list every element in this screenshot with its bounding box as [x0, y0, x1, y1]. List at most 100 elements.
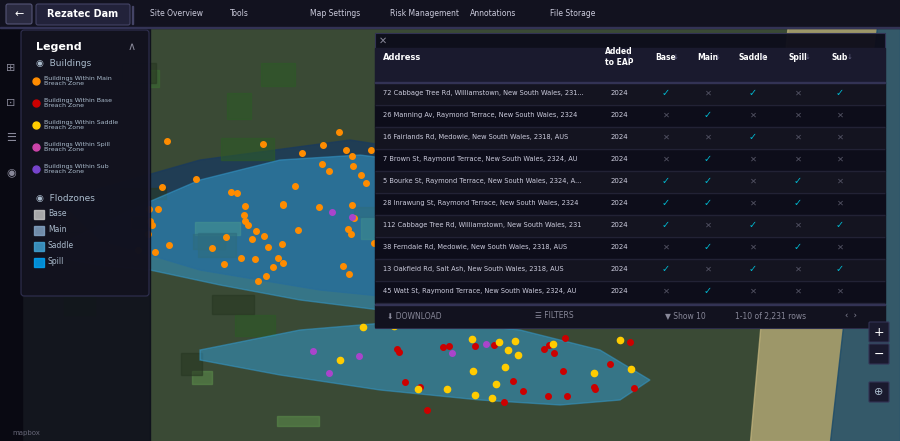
Bar — [375, 105, 885, 127]
Text: ✕: ✕ — [750, 287, 757, 295]
Text: ✕: ✕ — [705, 132, 712, 142]
Text: ✕: ✕ — [750, 176, 757, 186]
Text: Buildings Within Sub
Breach Zone: Buildings Within Sub Breach Zone — [44, 164, 109, 174]
Text: Tools: Tools — [230, 10, 249, 19]
Text: ✓: ✓ — [749, 264, 757, 274]
Text: ✓: ✓ — [662, 220, 670, 230]
Text: 2024: 2024 — [610, 288, 628, 294]
Text: ↓: ↓ — [626, 54, 632, 60]
Text: ✕: ✕ — [705, 265, 712, 273]
Text: Main: Main — [698, 52, 718, 61]
Bar — [375, 305, 885, 327]
FancyBboxPatch shape — [869, 382, 889, 402]
Text: ✕: ✕ — [379, 36, 387, 46]
Text: ▼ Show 10: ▼ Show 10 — [665, 311, 706, 321]
Bar — [261, 63, 295, 86]
Bar — [375, 237, 885, 259]
Bar — [0, 28, 22, 441]
Text: 2024: 2024 — [610, 156, 628, 162]
Text: ✕: ✕ — [795, 132, 802, 142]
FancyBboxPatch shape — [869, 344, 889, 364]
Bar — [375, 258, 885, 259]
Text: ⊕: ⊕ — [874, 387, 884, 397]
Text: Sub: Sub — [832, 52, 848, 61]
Polygon shape — [750, 0, 900, 441]
Bar — [127, 70, 159, 87]
Bar — [0, 0, 900, 28]
Text: 1-10 of 2,231 rows: 1-10 of 2,231 rows — [735, 311, 806, 321]
Bar — [361, 218, 415, 239]
Bar — [0, 28, 150, 441]
Bar — [193, 234, 225, 249]
Bar — [132, 6, 133, 24]
Text: Buildings Within Main
Breach Zone: Buildings Within Main Breach Zone — [44, 75, 112, 86]
Bar — [375, 281, 885, 303]
Bar — [195, 222, 240, 235]
Bar — [375, 83, 885, 105]
Bar — [375, 214, 885, 215]
Bar — [354, 207, 398, 217]
Text: 16 Fairlands Rd, Medowie, New South Wales, 2318, AUS: 16 Fairlands Rd, Medowie, New South Wale… — [383, 134, 568, 140]
Text: ✓: ✓ — [836, 88, 844, 98]
Text: ↓: ↓ — [760, 54, 766, 60]
Text: Annotations: Annotations — [470, 10, 517, 19]
Bar — [375, 259, 885, 281]
Bar — [212, 295, 254, 314]
Text: ✕: ✕ — [750, 198, 757, 208]
Text: ✕: ✕ — [750, 243, 757, 251]
Text: ✓: ✓ — [704, 110, 712, 120]
Text: 2024: 2024 — [610, 134, 628, 140]
Text: Rezatec Dam: Rezatec Dam — [48, 9, 119, 19]
Text: Legend: Legend — [36, 42, 82, 52]
Bar — [62, 240, 109, 251]
Polygon shape — [200, 320, 650, 405]
Text: Saddle: Saddle — [48, 242, 74, 250]
Text: 112 Cabbage Tree Rd, Williamstown, New South Wales, 231: 112 Cabbage Tree Rd, Williamstown, New S… — [383, 222, 581, 228]
Text: ✓: ✓ — [704, 242, 712, 252]
Text: ✕: ✕ — [662, 287, 670, 295]
Bar — [227, 93, 251, 119]
Text: 2024: 2024 — [610, 112, 628, 118]
Text: ✓: ✓ — [662, 198, 670, 208]
Text: ✓: ✓ — [749, 88, 757, 98]
Text: ✓: ✓ — [662, 88, 670, 98]
FancyBboxPatch shape — [6, 4, 32, 24]
Text: ✓: ✓ — [794, 242, 802, 252]
Text: Buildings Within Saddle
Breach Zone: Buildings Within Saddle Breach Zone — [44, 120, 118, 131]
FancyBboxPatch shape — [36, 4, 130, 25]
Text: 26 Manning Av, Raymond Terrace, New South Wales, 2324: 26 Manning Av, Raymond Terrace, New Sout… — [383, 112, 578, 118]
Text: ☰: ☰ — [6, 133, 16, 143]
Text: Buildings Within Base
Breach Zone: Buildings Within Base Breach Zone — [44, 97, 112, 108]
Text: Base: Base — [48, 209, 67, 218]
Bar — [375, 149, 885, 171]
Text: Buildings Within Spill
Breach Zone: Buildings Within Spill Breach Zone — [44, 142, 110, 153]
Text: ✓: ✓ — [704, 154, 712, 164]
Text: ✓: ✓ — [749, 220, 757, 230]
Text: ↓: ↓ — [847, 54, 853, 60]
Text: Saddle: Saddle — [738, 52, 768, 61]
Polygon shape — [60, 140, 520, 300]
Text: Address: Address — [383, 52, 421, 61]
Bar — [375, 171, 885, 193]
Text: ↓: ↓ — [806, 54, 811, 60]
Text: ✓: ✓ — [704, 286, 712, 296]
Text: ✕: ✕ — [795, 89, 802, 97]
Text: −: − — [874, 348, 884, 360]
Text: ✕: ✕ — [795, 220, 802, 229]
Text: Risk Management: Risk Management — [390, 10, 459, 19]
Text: Added
to EAP: Added to EAP — [605, 47, 634, 67]
Text: ✕: ✕ — [836, 287, 843, 295]
Text: ◉  Buildings: ◉ Buildings — [36, 59, 91, 67]
Polygon shape — [830, 0, 900, 441]
Text: ↓: ↓ — [673, 54, 679, 60]
Text: ✕: ✕ — [662, 132, 670, 142]
Bar — [192, 371, 212, 384]
Bar — [120, 188, 166, 199]
Text: 2024: 2024 — [610, 244, 628, 250]
Bar — [0, 0, 900, 61]
Text: ✓: ✓ — [749, 132, 757, 142]
Bar — [235, 315, 275, 336]
Polygon shape — [50, 155, 540, 310]
Text: ‹  ›: ‹ › — [845, 311, 857, 321]
Text: ☰ FILTERS: ☰ FILTERS — [535, 311, 573, 321]
